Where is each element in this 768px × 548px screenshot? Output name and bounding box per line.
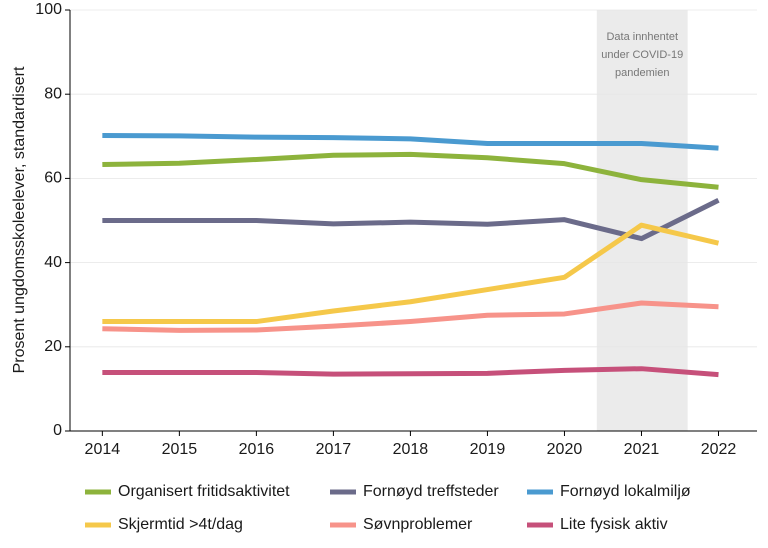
x-tick-label: 2021 — [624, 441, 660, 458]
legend-label: Søvnproblemer — [363, 516, 473, 533]
x-tick-label: 2022 — [701, 441, 737, 458]
series-line — [102, 222, 720, 325]
x-tick-label: 2019 — [470, 441, 506, 458]
x-tick-label: 2017 — [316, 441, 352, 458]
legend-label: Organisert fritidsaktivitet — [118, 483, 290, 500]
y-tick-label: 0 — [53, 422, 62, 439]
legend-label: Fornøyd lokalmiljø — [560, 483, 691, 500]
legend-label: Skjermtid >4t/dag — [118, 516, 243, 533]
series-line — [102, 366, 719, 378]
y-axis-label: Prosent ungdomsskoleelever, standardiser… — [11, 66, 28, 373]
series-line — [102, 132, 719, 151]
legend-label: Lite fysisk aktiv — [560, 516, 668, 533]
annotation: Data innhentet — [606, 31, 678, 43]
x-tick-label: 2020 — [547, 441, 583, 458]
x-tick-label: 2018 — [393, 441, 429, 458]
y-tick-label: 60 — [44, 170, 62, 187]
x-tick-label: 2016 — [239, 441, 275, 458]
annotation: pandemien — [615, 67, 669, 79]
series-line — [102, 300, 719, 333]
y-tick-label: 80 — [44, 85, 62, 102]
y-tick-label: 20 — [44, 338, 62, 355]
y-tick-label: 40 — [44, 254, 62, 271]
x-tick-label: 2015 — [162, 441, 198, 458]
series-line — [102, 198, 720, 242]
annotation: under COVID-19 — [601, 49, 683, 61]
legend-label: Fornøyd treffsteder — [363, 483, 499, 500]
x-tick-label: 2014 — [85, 441, 121, 458]
series-line — [102, 151, 719, 190]
y-tick-label: 100 — [35, 1, 62, 18]
